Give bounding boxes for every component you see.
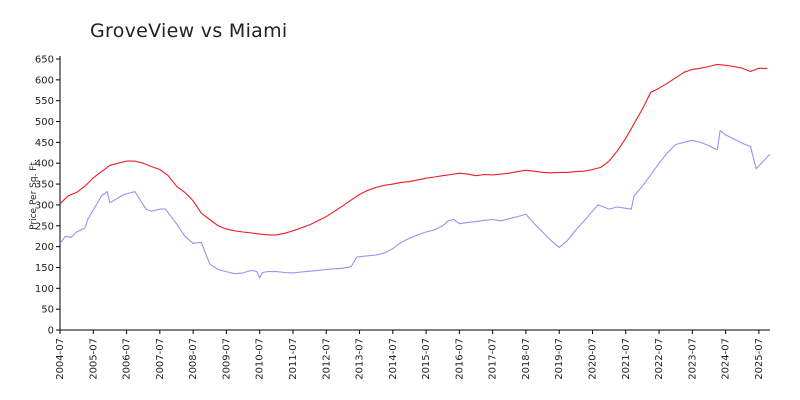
- x-tick-label: 2008-07: [188, 338, 199, 380]
- y-tick-label: 350: [35, 180, 54, 191]
- x-tick-label: 2022-07: [654, 338, 665, 380]
- x-tick-label: 2004-07: [55, 338, 66, 380]
- x-tick-label: 2014-07: [388, 338, 399, 380]
- x-tick-label: 2011-07: [288, 338, 299, 380]
- y-tick-label: 0: [48, 326, 54, 337]
- y-tick-label: 50: [41, 305, 54, 316]
- x-tick-label: 2021-07: [621, 338, 632, 380]
- x-tick-label: 2016-07: [454, 338, 465, 380]
- chart-title: GroveView vs Miami: [90, 20, 288, 42]
- x-tick-label: 2005-07: [88, 338, 99, 380]
- x-tick-label: 2013-07: [355, 338, 366, 380]
- y-tick-label: 300: [35, 200, 54, 211]
- x-tick-label: 2015-07: [421, 338, 432, 380]
- y-tick-label: 200: [35, 242, 54, 253]
- y-tick-label: 600: [35, 75, 54, 86]
- series-layer: [59, 63, 771, 279]
- y-axis-label: Price Per Sq. Ft.: [29, 159, 39, 230]
- axes: [59, 56, 770, 331]
- series-line-2: [59, 130, 771, 279]
- x-tick-label: 2024-07: [721, 338, 732, 380]
- x-tick-label: 2018-07: [521, 338, 532, 380]
- y-tick-label: 500: [35, 117, 54, 128]
- x-tick-label: 2006-07: [122, 338, 133, 380]
- x-tick-label: 2007-07: [155, 338, 166, 380]
- y-tick-label: 400: [35, 159, 54, 170]
- series-line-1: [59, 63, 768, 236]
- y-tick-label: 650: [35, 55, 54, 66]
- x-tick-label: 2010-07: [255, 338, 266, 380]
- x-tick-label: 2019-07: [554, 338, 565, 380]
- y-tick-label: 450: [35, 138, 54, 149]
- y-tick-label: 250: [35, 221, 54, 232]
- x-tick-label: 2012-07: [321, 338, 332, 380]
- y-tick-label: 150: [35, 263, 54, 274]
- y-axis-ticks: 0 50 100 150 200 250 300 350 400 450 500 550 600 650: [35, 55, 60, 337]
- x-axis-ticks: 2004-07 2005-07 2006-07 2007-07 2008-07 2009-…: [55, 330, 765, 380]
- y-tick-label: 100: [35, 284, 54, 295]
- x-tick-label: 2023-07: [687, 338, 698, 380]
- x-tick-label: 2020-07: [588, 338, 599, 380]
- x-tick-label: 2017-07: [488, 338, 499, 380]
- x-tick-label: 2009-07: [221, 338, 232, 380]
- x-tick-label: 2025-07: [754, 338, 765, 380]
- y-tick-label: 550: [35, 96, 54, 107]
